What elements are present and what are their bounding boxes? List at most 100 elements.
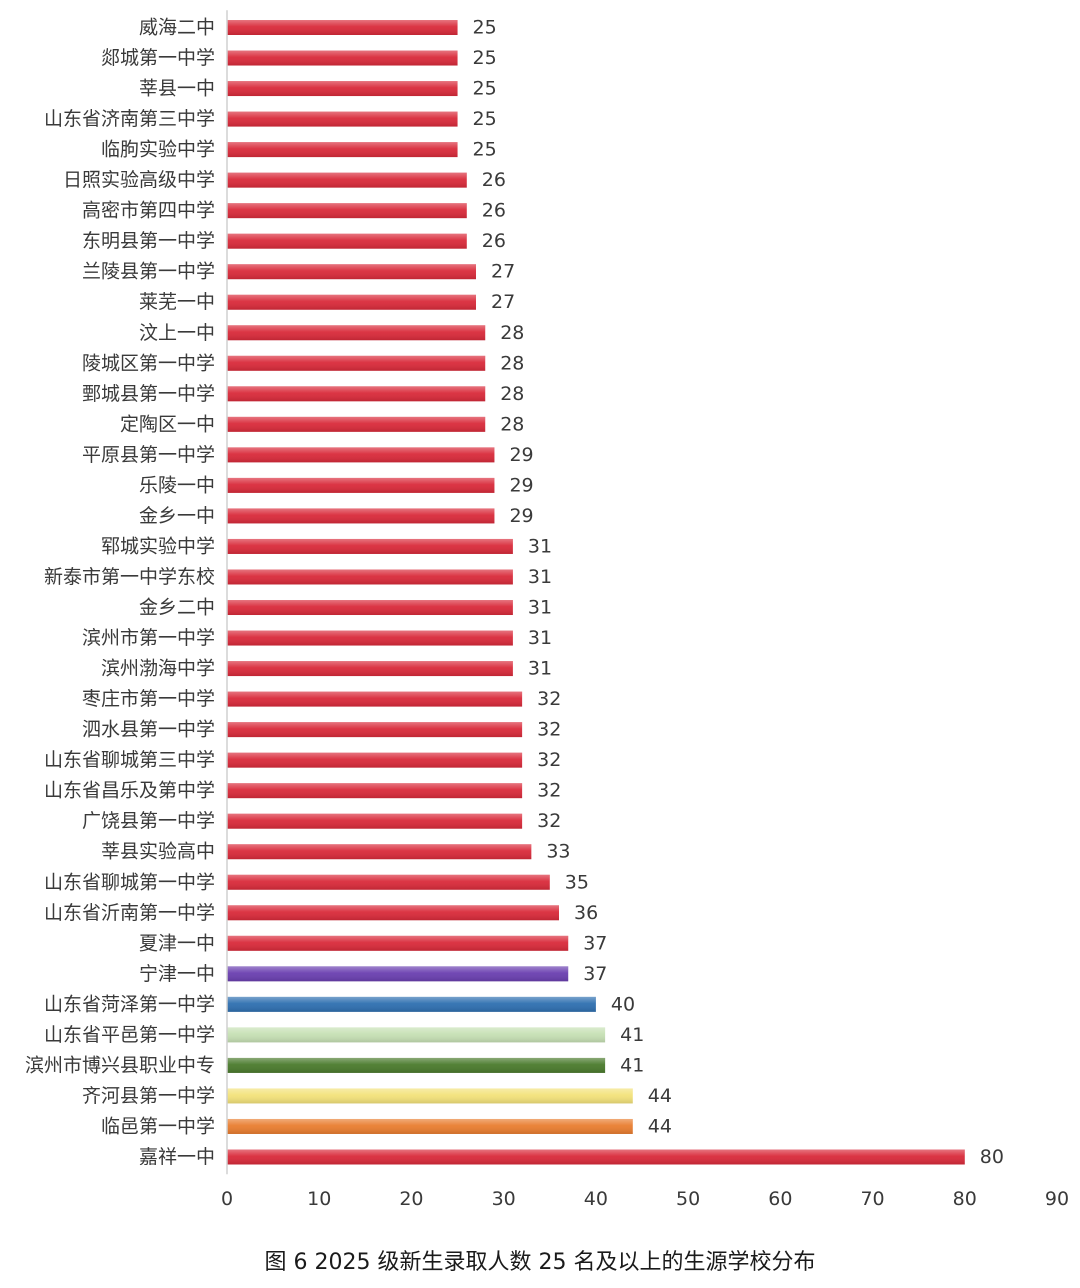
value-label: 25 (473, 47, 497, 69)
category-label: 定陶区一中 (120, 413, 215, 435)
bar-highlight (227, 81, 458, 97)
category-label: 鄄城县第一中学 (82, 383, 215, 405)
category-label: 泗水县第一中学 (82, 719, 215, 741)
x-tick-label: 30 (492, 1188, 516, 1210)
value-label: 44 (648, 1085, 672, 1107)
bar-highlight (227, 691, 523, 707)
category-label: 山东省平邑第一中学 (44, 1024, 215, 1046)
value-label: 28 (500, 383, 524, 405)
value-label: 25 (473, 17, 497, 39)
value-label: 32 (537, 749, 561, 771)
category-label: 齐河县第一中学 (82, 1085, 215, 1107)
value-label: 31 (528, 597, 552, 619)
category-label: 日照实验高级中学 (63, 169, 215, 191)
category-label: 临邑第一中学 (101, 1115, 215, 1137)
value-label: 29 (509, 505, 533, 527)
bar-chart: 威海二中 25 郯城第一中学 25 莘县一中 25 山东省济南第三中学 25 临朐实验中学 25 日… (25, 10, 1069, 1210)
bar-highlight (227, 630, 513, 646)
x-tick-label: 50 (676, 1188, 700, 1210)
value-label: 80 (980, 1146, 1004, 1168)
category-label: 汶上一中 (139, 322, 215, 344)
value-label: 41 (620, 1024, 644, 1046)
x-tick-label: 20 (399, 1188, 423, 1210)
category-label: 郯城第一中学 (101, 47, 215, 69)
figure-caption: 图 6 2025 级新生录取人数 25 名及以上的生源学校分布 (264, 1250, 816, 1275)
value-label: 26 (482, 169, 506, 191)
value-label: 29 (509, 444, 533, 466)
category-label: 滨州市博兴县职业中专 (25, 1054, 215, 1076)
bar-highlight (227, 1027, 606, 1043)
bars-group: 威海二中 25 郯城第一中学 25 莘县一中 25 山东省济南第三中学 25 临朐实验中学 25 日… (25, 17, 1004, 1169)
category-label: 山东省济南第三中学 (44, 108, 215, 130)
category-label: 新泰市第一中学东校 (44, 566, 215, 588)
category-label: 兰陵县第一中学 (82, 261, 215, 283)
category-label: 东明县第一中学 (82, 230, 215, 252)
value-label: 40 (611, 993, 635, 1015)
bar-highlight (227, 905, 559, 921)
bar-highlight (227, 233, 467, 249)
category-label: 莘县一中 (139, 78, 215, 100)
value-label: 32 (537, 780, 561, 802)
bar-highlight (227, 447, 495, 463)
category-label: 宁津一中 (139, 963, 215, 985)
category-label: 夏津一中 (139, 932, 215, 954)
bar-highlight (227, 783, 523, 799)
category-label: 滨州渤海中学 (101, 658, 215, 680)
value-label: 25 (473, 78, 497, 100)
bar-highlight (227, 477, 495, 493)
category-label: 临朐实验中学 (101, 139, 215, 161)
category-label: 威海二中 (139, 17, 215, 39)
bar-highlight (227, 416, 486, 432)
bar-highlight (227, 1088, 633, 1104)
bar-highlight (227, 20, 458, 35)
category-label: 山东省聊城第一中学 (44, 871, 215, 893)
bar-highlight (227, 1057, 606, 1073)
category-label: 广饶县第一中学 (82, 810, 215, 832)
value-label: 29 (509, 474, 533, 496)
value-label: 35 (565, 871, 589, 893)
bar-highlight (227, 722, 523, 738)
category-label: 郓城实验中学 (101, 535, 215, 557)
value-label: 31 (528, 658, 552, 680)
value-label: 26 (482, 230, 506, 252)
value-label: 31 (528, 566, 552, 588)
x-tick-label: 70 (860, 1188, 884, 1210)
bar-highlight (227, 1149, 965, 1165)
bar-highlight (227, 752, 523, 768)
bar-highlight (227, 325, 486, 341)
value-label: 25 (473, 108, 497, 130)
bar-highlight (227, 935, 569, 951)
bar-highlight (227, 355, 486, 371)
value-label: 28 (500, 413, 524, 435)
value-label: 27 (491, 291, 515, 313)
category-label: 嘉祥一中 (139, 1146, 215, 1168)
value-label: 28 (500, 322, 524, 344)
value-label: 37 (583, 963, 607, 985)
bar-highlight (227, 661, 513, 677)
value-label: 27 (491, 261, 515, 283)
value-label: 36 (574, 902, 598, 924)
category-label: 金乡一中 (139, 505, 215, 527)
bar-highlight (227, 600, 513, 616)
value-label: 31 (528, 627, 552, 649)
value-label: 41 (620, 1054, 644, 1076)
bar-highlight (227, 508, 495, 524)
x-tick-label: 80 (953, 1188, 977, 1210)
x-tick-label: 90 (1045, 1188, 1069, 1210)
value-label: 32 (537, 810, 561, 832)
bar-highlight (227, 172, 467, 188)
value-label: 31 (528, 535, 552, 557)
bar-highlight (227, 142, 458, 158)
bar-highlight (227, 569, 513, 585)
bar-highlight (227, 386, 486, 402)
category-label: 金乡二中 (139, 597, 215, 619)
bar-highlight (227, 294, 476, 310)
value-label: 32 (537, 719, 561, 741)
x-tick-label: 40 (584, 1188, 608, 1210)
bar-highlight (227, 50, 458, 66)
category-label: 山东省昌乐及第中学 (44, 780, 215, 802)
value-label: 28 (500, 352, 524, 374)
value-label: 44 (648, 1115, 672, 1137)
value-label: 25 (473, 139, 497, 161)
category-label: 山东省聊城第三中学 (44, 749, 215, 771)
